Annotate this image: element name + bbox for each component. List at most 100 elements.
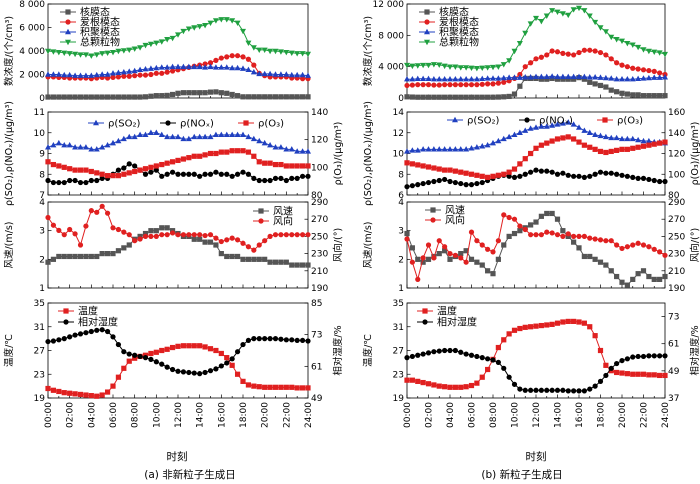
data-point <box>657 140 663 146</box>
data-point <box>571 136 577 142</box>
data-point <box>425 94 432 100</box>
data-point <box>511 166 518 172</box>
data-point <box>294 262 300 268</box>
data-point <box>115 167 122 173</box>
data-point <box>72 177 78 184</box>
legend-label: 风速 <box>273 206 293 218</box>
data-point <box>560 233 566 239</box>
data-point <box>202 90 208 96</box>
data-point <box>88 72 95 78</box>
data-point <box>662 372 668 379</box>
data-point <box>549 169 555 175</box>
data-point <box>158 131 165 138</box>
data-point <box>635 75 642 82</box>
data-point <box>592 256 598 262</box>
data-point <box>458 180 464 187</box>
y-tick-label-right: 120 <box>311 136 328 146</box>
data-point <box>571 173 577 179</box>
data-point <box>88 177 94 184</box>
data-point <box>656 50 663 56</box>
data-point <box>159 173 165 179</box>
data-point <box>452 168 458 174</box>
data-point <box>549 122 556 128</box>
data-point <box>517 228 523 234</box>
data-point <box>635 240 641 246</box>
data-point <box>533 323 539 329</box>
data-point <box>624 76 631 82</box>
data-point <box>142 94 149 100</box>
data-point <box>294 232 300 238</box>
data-point <box>289 337 295 343</box>
data-point <box>175 368 181 374</box>
data-point <box>630 92 636 98</box>
data-point <box>169 159 176 165</box>
data-point <box>250 135 257 142</box>
data-point <box>662 139 668 145</box>
data-point <box>597 148 604 155</box>
data-point <box>180 28 187 35</box>
data-point <box>169 133 176 140</box>
data-point <box>67 226 73 233</box>
data-point <box>463 170 469 176</box>
data-point <box>229 356 235 362</box>
data-point <box>180 232 187 238</box>
data-point <box>142 72 149 78</box>
legend-entry: ρ(NOₓ) <box>160 119 214 130</box>
data-point <box>468 382 475 389</box>
data-point <box>414 75 421 82</box>
data-point <box>463 76 470 82</box>
data-point <box>137 72 143 78</box>
data-point <box>94 393 100 399</box>
data-point <box>115 341 122 348</box>
data-point <box>289 384 295 390</box>
data-point <box>88 393 94 399</box>
data-point <box>234 20 241 26</box>
data-point <box>234 131 241 138</box>
data-point <box>218 131 225 138</box>
data-point <box>662 178 668 185</box>
data-point <box>597 74 604 80</box>
legend-entry: 爱根模态 <box>60 16 120 29</box>
data-point <box>180 171 187 177</box>
data-point <box>544 387 550 393</box>
data-point <box>56 94 62 100</box>
y-tick-label-right: 61 <box>668 340 679 350</box>
data-point <box>468 171 475 177</box>
data-point <box>72 167 78 173</box>
data-point <box>50 256 57 262</box>
data-point <box>207 171 214 177</box>
data-point <box>597 347 604 354</box>
data-point <box>479 262 485 268</box>
data-point <box>148 356 154 363</box>
y-axis-label: 温度/℃ <box>3 334 15 367</box>
data-point <box>602 29 609 35</box>
data-point <box>110 139 116 146</box>
data-point <box>164 64 171 70</box>
data-point <box>581 47 587 53</box>
data-point <box>110 74 116 81</box>
y-axis-label-right: ρ(O₃)/(μg/m³) <box>333 122 344 186</box>
y-tick-label-right: 80 <box>311 191 323 201</box>
x-tick-label: 04:00 <box>446 402 456 428</box>
data-point <box>164 160 170 166</box>
data-point <box>234 349 241 355</box>
data-point <box>559 120 566 126</box>
legend-label: 总颗粒物 <box>439 36 479 49</box>
data-point <box>294 163 300 169</box>
data-point <box>56 337 62 343</box>
data-point <box>67 334 73 340</box>
data-point <box>490 94 496 100</box>
legend-label: 风向 <box>445 214 465 227</box>
data-point <box>543 13 550 19</box>
data-point <box>180 156 187 162</box>
data-point <box>126 73 132 79</box>
data-point <box>479 355 485 361</box>
data-point <box>458 94 464 100</box>
data-point <box>142 166 149 172</box>
data-point <box>229 64 236 71</box>
data-point <box>619 90 625 96</box>
data-point <box>229 53 235 59</box>
data-point <box>613 37 620 43</box>
data-point <box>153 167 159 173</box>
data-point <box>554 171 561 177</box>
